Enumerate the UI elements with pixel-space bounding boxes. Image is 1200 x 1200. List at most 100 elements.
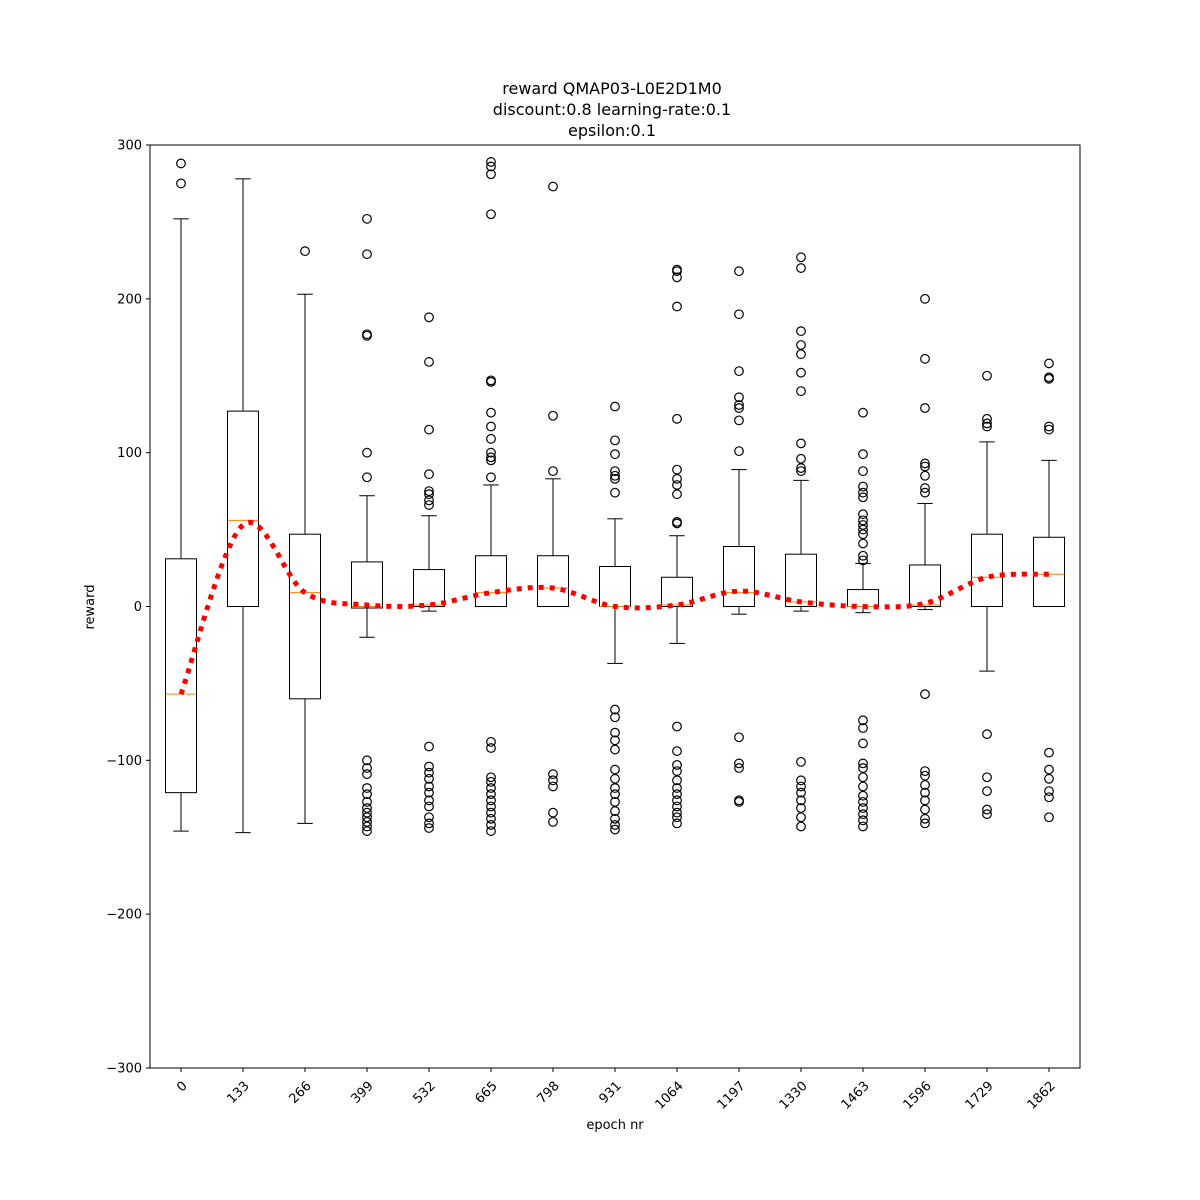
- outlier-point: [486, 736, 496, 747]
- outlier-point: [1044, 373, 1054, 384]
- box-1330: [785, 252, 817, 832]
- outlier-point: [548, 775, 558, 786]
- outlier-point: [362, 330, 372, 341]
- outlier-point: [858, 796, 868, 807]
- outlier-point: [424, 741, 434, 752]
- outlier-point: [672, 721, 682, 732]
- outlier-point: [734, 400, 744, 410]
- outlier-point: [672, 489, 682, 500]
- outlier-point: [610, 764, 620, 775]
- outlier-point: [486, 783, 496, 793]
- outlier-point: [734, 266, 744, 277]
- outlier-point: [672, 775, 682, 786]
- x-tick-label: 1729: [963, 1079, 997, 1113]
- x-tick-label: 1330: [777, 1079, 811, 1113]
- outlier-point: [610, 466, 620, 477]
- outlier-point: [672, 818, 682, 829]
- outlier-point: [858, 555, 868, 566]
- outlier-point: [424, 495, 434, 506]
- x-axis: 0 133 266 399 532 665 798 931 1064 1197 1330 1463 15…: [174, 1068, 1059, 1113]
- x-tick-label: 399: [348, 1079, 376, 1107]
- y-tick-label: 200: [117, 292, 142, 307]
- outlier-point: [176, 178, 186, 189]
- outlier-point: [424, 357, 434, 367]
- box-body: [1033, 536, 1065, 608]
- outlier-point: [424, 761, 434, 772]
- outlier-point: [424, 787, 434, 798]
- outlier-point: [424, 795, 434, 806]
- outlier-point: [486, 455, 496, 466]
- y-tick-label: −200: [106, 908, 142, 923]
- outlier-point: [486, 801, 496, 812]
- outlier-point: [1044, 421, 1054, 432]
- outlier-point: [362, 812, 372, 823]
- outlier-point: [424, 781, 434, 792]
- outlier-point: [796, 326, 806, 337]
- outlier-point: [982, 418, 992, 429]
- outlier-point: [362, 763, 372, 773]
- outlier-point: [486, 452, 496, 463]
- outlier-point: [982, 772, 992, 783]
- outlier-point: [858, 487, 868, 498]
- outlier-point: [362, 821, 372, 832]
- outlier-point: [734, 732, 744, 743]
- outlier-point: [610, 704, 620, 715]
- outlier-point: [610, 435, 620, 446]
- outlier-point: [486, 407, 496, 418]
- x-axis-label: epoch nr: [586, 1118, 644, 1133]
- outlier-point: [548, 181, 558, 192]
- outlier-point: [858, 529, 868, 540]
- outlier-point: [982, 729, 992, 740]
- outlier-point: [672, 795, 682, 806]
- outlier-point: [796, 803, 806, 813]
- outlier-point: [486, 377, 496, 387]
- outlier-point: [486, 820, 496, 830]
- outlier-point: [1044, 424, 1054, 435]
- outlier-point: [920, 787, 930, 798]
- outlier-point: [734, 403, 744, 413]
- y-tick-label: −300: [106, 1062, 142, 1077]
- outlier-point: [734, 758, 744, 769]
- outlier-point: [982, 370, 992, 381]
- outlier-point: [362, 826, 372, 836]
- x-tick-label: 532: [410, 1079, 438, 1107]
- outlier-point: [424, 767, 434, 778]
- trend-line: [178, 520, 1050, 696]
- outlier-point: [424, 823, 434, 833]
- y-tick-label: 300: [117, 139, 142, 154]
- box-body: [661, 576, 693, 607]
- outlier-point: [362, 472, 372, 483]
- outlier-point: [796, 463, 806, 473]
- outlier-point: [982, 413, 992, 424]
- y-axis-label: reward: [83, 584, 98, 629]
- outlier-point: [920, 780, 930, 790]
- x-tick-label: 931: [596, 1079, 624, 1107]
- y-tick-label: 0: [134, 600, 142, 615]
- outlier-point: [672, 783, 682, 793]
- outlier-point: [734, 366, 744, 377]
- outlier-point: [610, 789, 620, 800]
- x-tick-label: 266: [286, 1079, 314, 1107]
- outlier-point: [362, 816, 372, 827]
- outlier-point: [858, 790, 868, 801]
- plot-area: [165, 157, 1065, 836]
- outlier-point: [796, 438, 806, 449]
- outlier-point: [858, 809, 868, 820]
- box-body: [599, 566, 631, 608]
- box-body: [413, 569, 445, 608]
- outlier-point: [982, 804, 992, 815]
- outlier-point: [858, 738, 868, 749]
- outlier-point: [858, 821, 868, 832]
- outlier-point: [1044, 358, 1054, 369]
- outlier-point: [982, 421, 992, 432]
- outlier-point: [1044, 792, 1054, 803]
- outlier-point: [672, 746, 682, 757]
- outlier-point: [796, 795, 806, 806]
- outlier-point: [920, 818, 930, 829]
- outlier-point: [672, 812, 682, 823]
- outlier-point: [362, 807, 372, 818]
- outlier-point: [734, 392, 744, 403]
- box-1729: [971, 370, 1003, 820]
- box-1596: [909, 293, 941, 829]
- outlier-point: [858, 492, 868, 503]
